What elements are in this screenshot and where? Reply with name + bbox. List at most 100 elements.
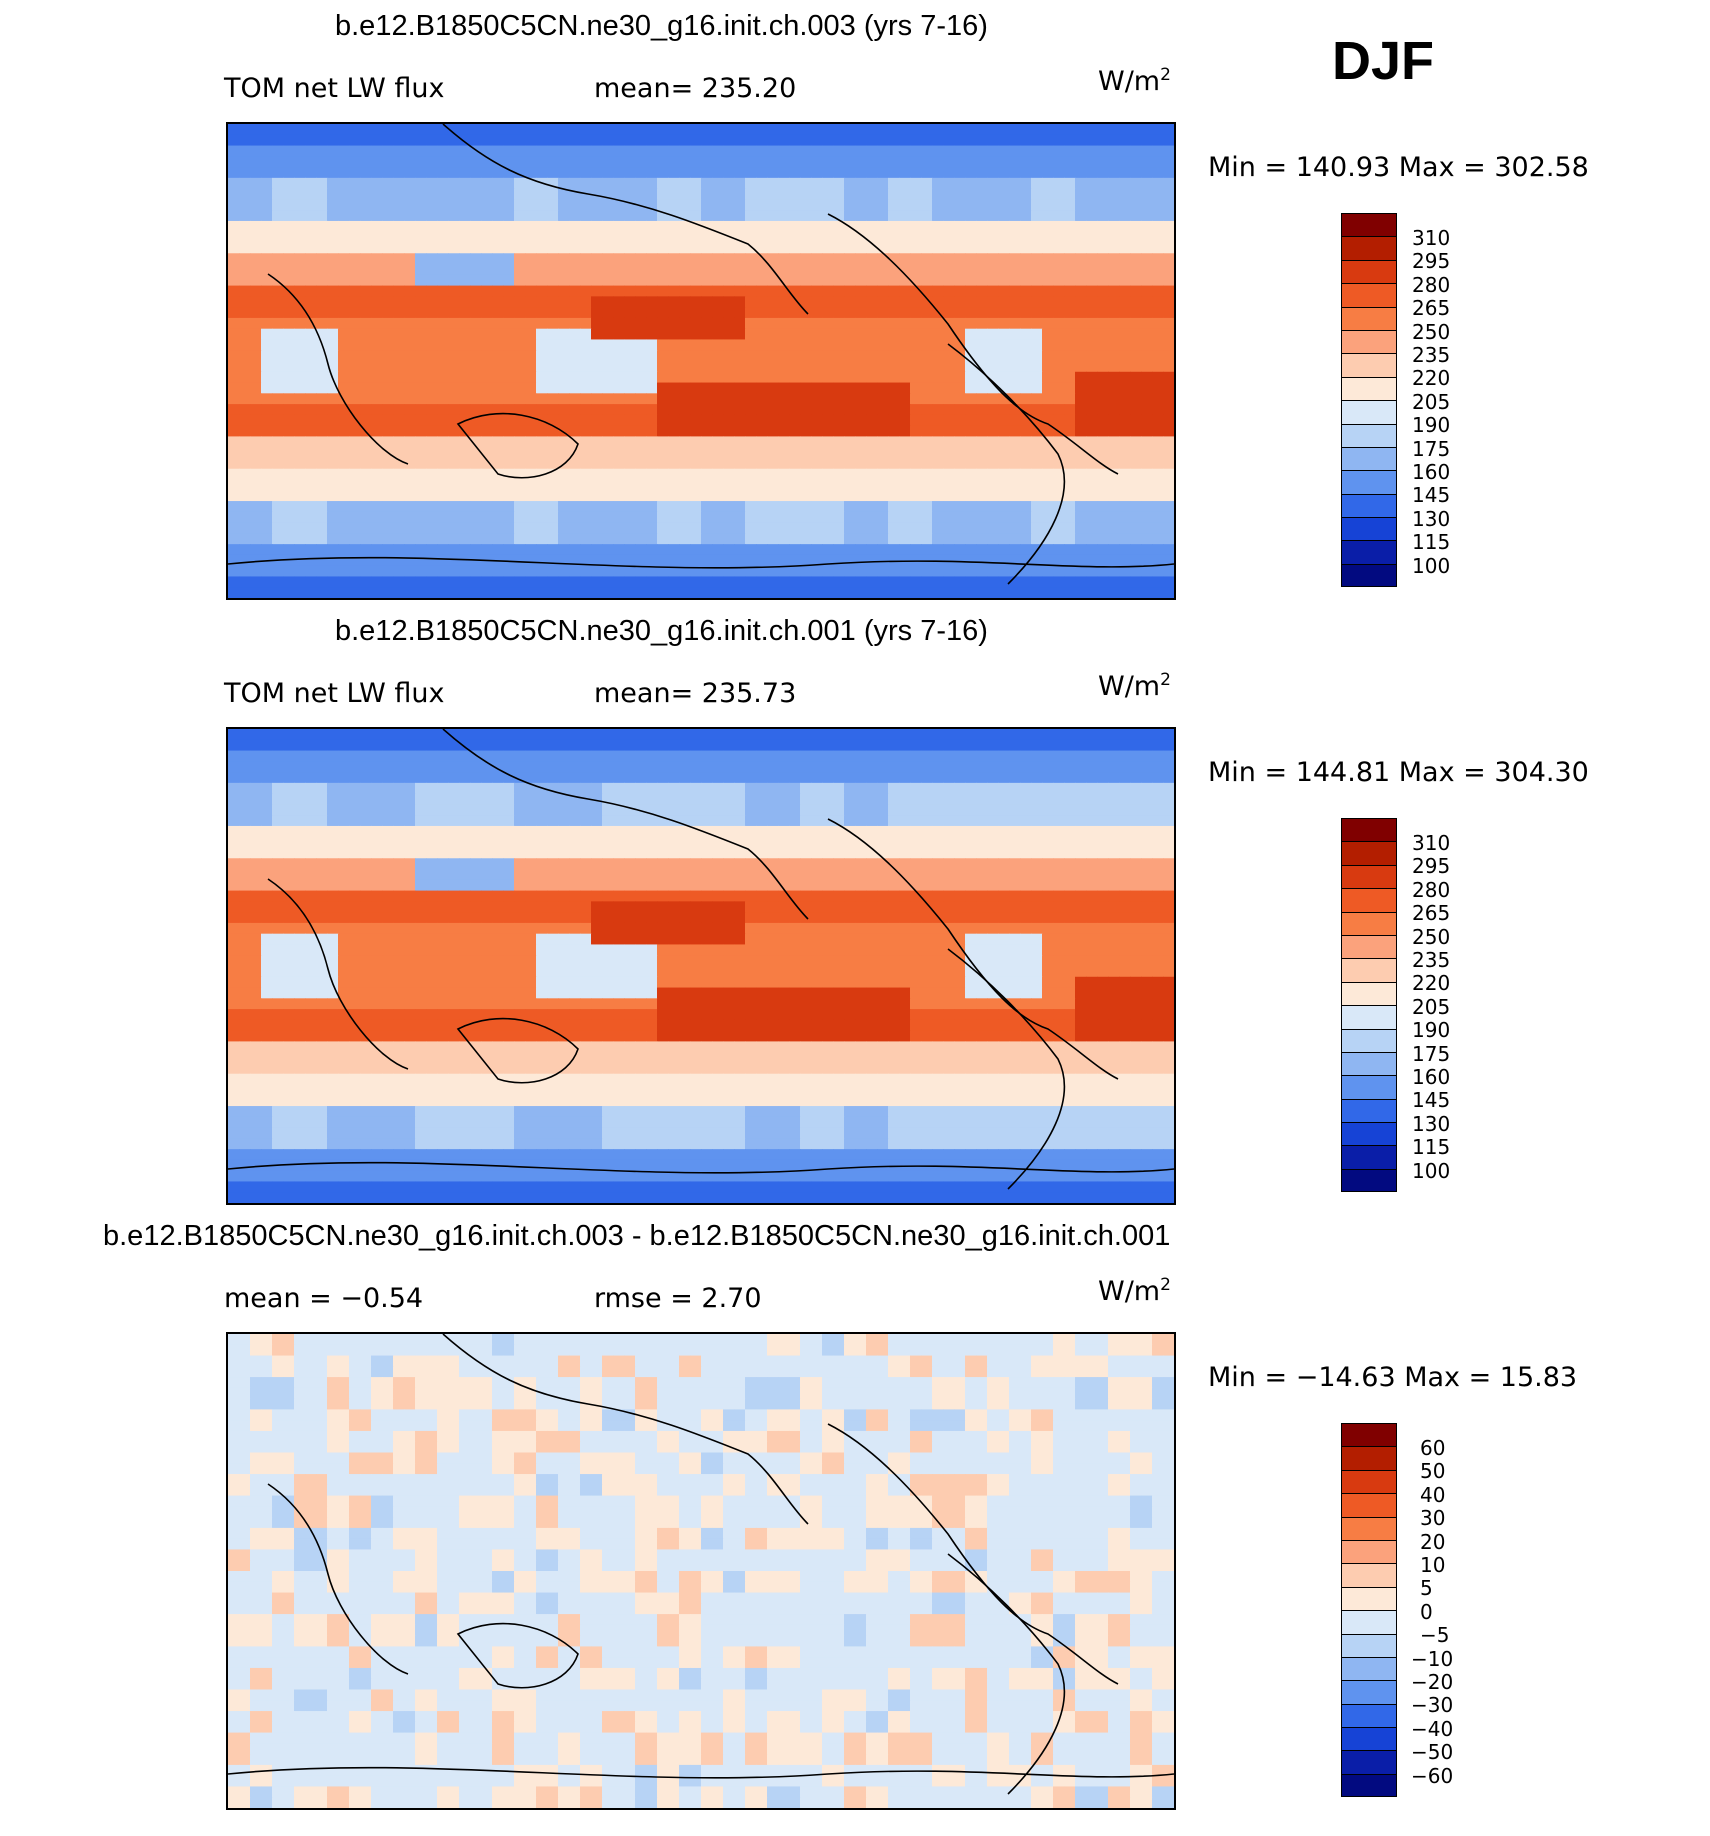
colorbar-box [1341, 981, 1397, 1006]
colorbar-box [1341, 1051, 1397, 1076]
colorbar-tick-label: 130 [1412, 1111, 1451, 1136]
colorbar-box [1341, 1423, 1397, 1447]
min-max-label: Min = −14.63 Max = 15.83 [1208, 1362, 1578, 1393]
colorbar-box [1341, 1610, 1397, 1634]
colorbar [1341, 1423, 1397, 1798]
min-max-label: Min = 140.93 Max = 302.58 [1208, 152, 1589, 183]
colorbar-tick-label: −30 [1411, 1693, 1454, 1718]
colorbar-box [1341, 376, 1397, 401]
colorbar-box [1341, 1750, 1397, 1774]
colorbar-box [1341, 1727, 1397, 1751]
left-label: TOM net LW flux [224, 678, 445, 709]
colorbar-box [1341, 1680, 1397, 1704]
colorbar-tick-label: 5 [1420, 1576, 1433, 1601]
colorbar-box [1341, 1633, 1397, 1657]
colorbar-box [1341, 1703, 1397, 1728]
colorbar-tick-label: 235 [1412, 343, 1451, 367]
colorbar-box [1341, 306, 1397, 330]
colorbar-box [1341, 423, 1397, 447]
colorbar-tick-label: −5 [1420, 1623, 1450, 1648]
colorbar-box [1341, 236, 1397, 260]
min-max-label: Min = 144.81 Max = 304.30 [1208, 757, 1589, 788]
colorbar-tick-label: 220 [1412, 366, 1451, 391]
colorbar-tick-label: 30 [1420, 1506, 1446, 1531]
left-label: TOM net LW flux [224, 73, 445, 104]
colorbar-box [1341, 934, 1397, 959]
colorbar-box [1341, 563, 1397, 588]
colorbar-tick-label: 310 [1412, 831, 1451, 855]
colorbar-box [1341, 1539, 1397, 1564]
colorbar-box [1341, 493, 1397, 518]
colorbar-box [1341, 911, 1397, 935]
colorbar-box [1341, 259, 1397, 284]
colorbar-tick-label: 115 [1412, 1135, 1451, 1160]
flux-map [226, 122, 1176, 600]
colorbar-tick-label: 220 [1412, 971, 1451, 996]
colorbar-box [1341, 841, 1397, 865]
colorbar-tick-label: 190 [1412, 413, 1451, 438]
colorbar-box [1341, 213, 1397, 237]
colorbar-tick-label: 175 [1412, 436, 1451, 461]
flux-map [226, 727, 1176, 1205]
colorbar-tick-label: 265 [1412, 901, 1451, 926]
colorbar-tick-label: 100 [1412, 553, 1451, 578]
colorbar [1341, 213, 1397, 588]
difference-map [226, 1332, 1176, 1810]
colorbar-box [1341, 400, 1397, 424]
colorbar-box [1341, 888, 1397, 912]
colorbar-box [1341, 1516, 1397, 1540]
colorbar-box [1341, 470, 1397, 494]
colorbar-box [1341, 1493, 1397, 1517]
colorbar-box [1341, 864, 1397, 889]
colorbar-tick-label: −50 [1411, 1740, 1454, 1765]
colorbar-box [1341, 1168, 1397, 1193]
panel-title: b.e12.B1850C5CN.ne30_g16.init.ch.001 (yr… [335, 615, 988, 647]
season-label: DJF [1332, 31, 1435, 91]
colorbar-tick-label: 295 [1412, 854, 1451, 879]
colorbar-tick-label: 310 [1412, 226, 1451, 250]
colorbar-tick-label: 145 [1412, 483, 1451, 508]
colorbar-box [1341, 1145, 1397, 1169]
colorbar-box [1341, 1028, 1397, 1052]
mid-label: mean= 235.20 [594, 73, 797, 104]
colorbar-tick-label: 100 [1412, 1158, 1451, 1183]
colorbar-tick-label: 295 [1412, 249, 1451, 274]
colorbar-tick-label: 130 [1412, 506, 1451, 531]
colorbar-tick-label: 60 [1420, 1436, 1446, 1460]
colorbar-box [1341, 1469, 1397, 1494]
colorbar-box [1341, 1098, 1397, 1123]
colorbar-tick-label: 235 [1412, 948, 1451, 972]
colorbar-tick-label: −10 [1411, 1646, 1454, 1671]
colorbar-box [1341, 818, 1397, 842]
colorbar-tick-label: 0 [1420, 1599, 1433, 1624]
colorbar-box [1341, 1122, 1397, 1146]
colorbar-tick-label: −40 [1411, 1716, 1454, 1741]
colorbar-tick-label: 50 [1420, 1459, 1446, 1484]
units-label: W/m2 [1098, 65, 1171, 97]
colorbar-box [1341, 446, 1397, 471]
colorbar-box [1341, 1005, 1397, 1029]
colorbar-tick-label: 280 [1412, 877, 1451, 902]
colorbar-box [1341, 329, 1397, 354]
colorbar-tick-label: 10 [1420, 1553, 1446, 1577]
colorbar-tick-label: 175 [1412, 1041, 1451, 1066]
colorbar-tick-label: 160 [1412, 1065, 1451, 1089]
units-label: W/m2 [1098, 1275, 1171, 1307]
colorbar-tick-label: 280 [1412, 272, 1451, 297]
colorbar-box [1341, 1075, 1397, 1099]
colorbar-tick-label: 145 [1412, 1088, 1451, 1113]
colorbar [1341, 818, 1397, 1193]
colorbar-box [1341, 1563, 1397, 1587]
left-label: mean = −0.54 [224, 1283, 424, 1314]
colorbar-box [1341, 283, 1397, 307]
colorbar-box [1341, 517, 1397, 541]
colorbar-box [1341, 1656, 1397, 1681]
colorbar-box [1341, 1773, 1397, 1798]
mid-label: mean= 235.73 [594, 678, 797, 709]
colorbar-tick-label: −20 [1411, 1670, 1454, 1694]
panel-title: b.e12.B1850C5CN.ne30_g16.init.ch.003 (yr… [335, 10, 988, 42]
colorbar-box [1341, 1586, 1397, 1611]
colorbar-box [1341, 540, 1397, 564]
colorbar-tick-label: 190 [1412, 1018, 1451, 1043]
colorbar-tick-label: 160 [1412, 460, 1451, 484]
